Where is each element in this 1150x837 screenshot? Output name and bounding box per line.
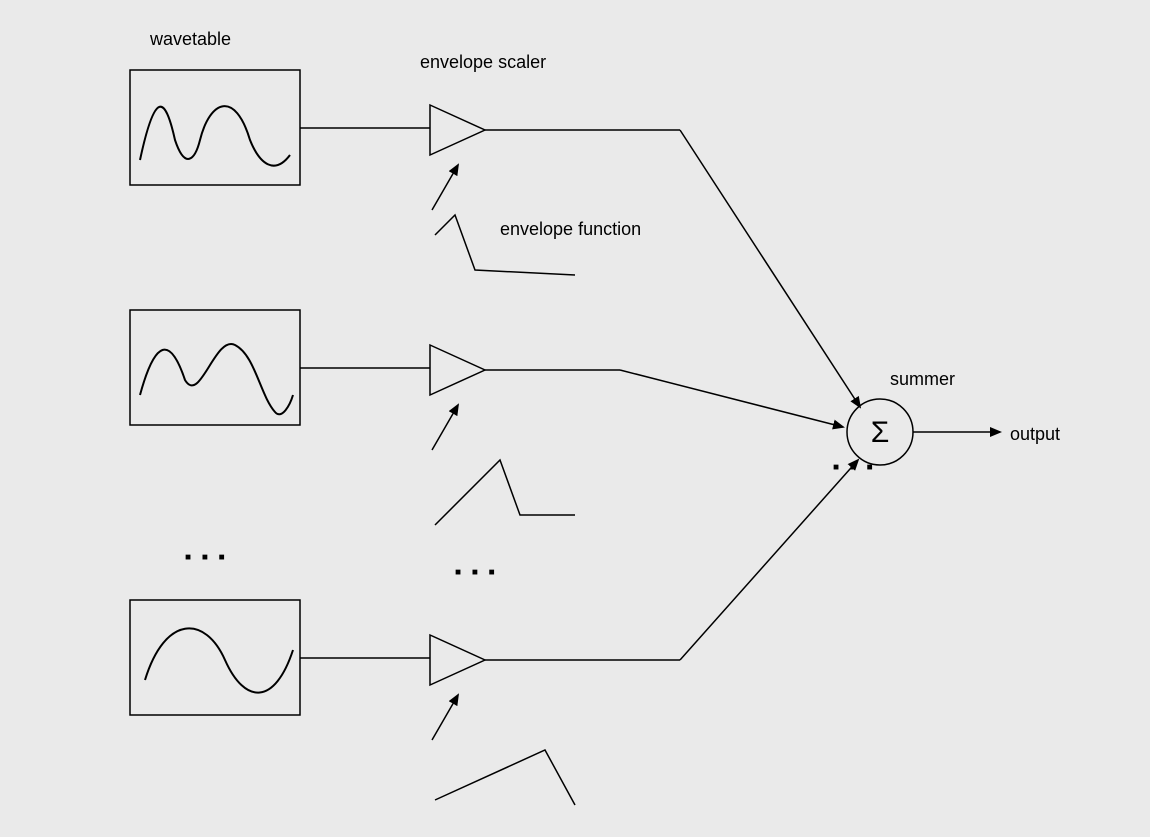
output-label: output [1010, 424, 1060, 444]
background [0, 0, 1150, 837]
summer-symbol: Σ [871, 416, 890, 449]
ellipsis-summer: ■ ■ ■ [833, 462, 877, 473]
signal-flow-diagram: Σwavetable envelope scaler envelope functi… [0, 0, 1150, 837]
ellipsis-mid: ■ ■ ■ [455, 567, 499, 578]
summer-label: summer [890, 369, 955, 389]
ellipsis-left: ■ ■ ■ [185, 552, 229, 563]
envelope-function-label: envelope function [500, 219, 641, 239]
wavetable-label: wavetable [149, 29, 231, 49]
envelope-scaler-label: envelope scaler [420, 52, 546, 72]
